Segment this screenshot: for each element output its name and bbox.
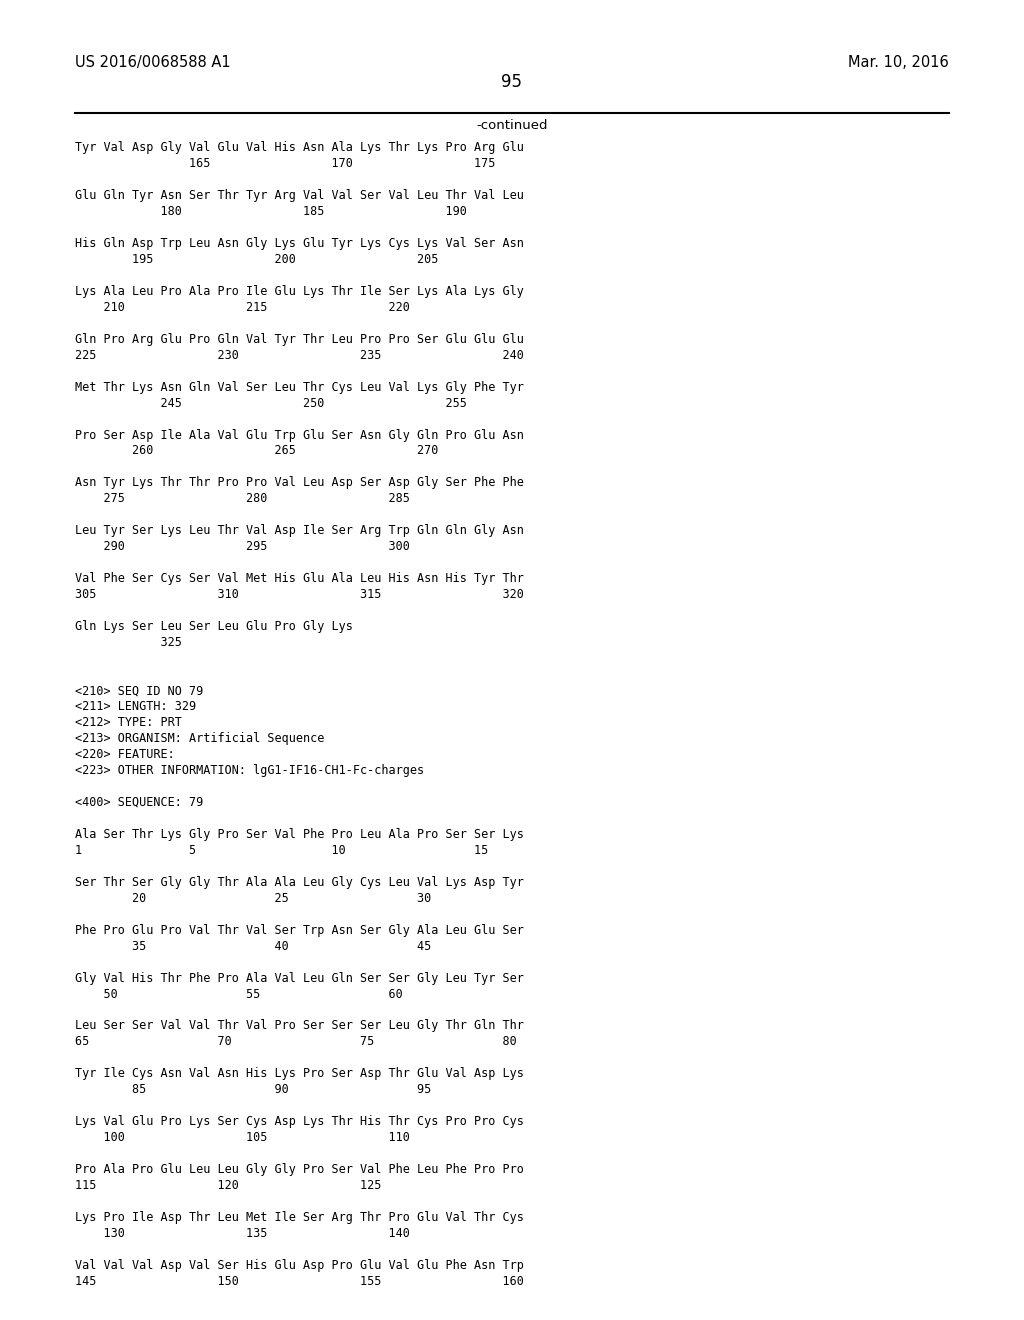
Text: Leu Tyr Ser Lys Leu Thr Val Asp Ile Ser Arg Trp Gln Gln Gly Asn: Leu Tyr Ser Lys Leu Thr Val Asp Ile Ser … xyxy=(75,524,524,537)
Text: <223> OTHER INFORMATION: lgG1-IF16-CH1-Fc-charges: <223> OTHER INFORMATION: lgG1-IF16-CH1-F… xyxy=(75,764,424,777)
Text: 130                 135                 140: 130 135 140 xyxy=(75,1228,410,1239)
Text: 195                 200                 205: 195 200 205 xyxy=(75,253,438,265)
Text: Gln Pro Arg Glu Pro Gln Val Tyr Thr Leu Pro Pro Ser Glu Glu Glu: Gln Pro Arg Glu Pro Gln Val Tyr Thr Leu … xyxy=(75,333,524,346)
Text: Pro Ser Asp Ile Ala Val Glu Trp Glu Ser Asn Gly Gln Pro Glu Asn: Pro Ser Asp Ile Ala Val Glu Trp Glu Ser … xyxy=(75,429,524,441)
Text: Gly Val His Thr Phe Pro Ala Val Leu Gln Ser Ser Gly Leu Tyr Ser: Gly Val His Thr Phe Pro Ala Val Leu Gln … xyxy=(75,972,524,985)
Text: 85                  90                  95: 85 90 95 xyxy=(75,1084,431,1097)
Text: -continued: -continued xyxy=(476,119,548,132)
Text: Tyr Val Asp Gly Val Glu Val His Asn Ala Lys Thr Lys Pro Arg Glu: Tyr Val Asp Gly Val Glu Val His Asn Ala … xyxy=(75,141,524,154)
Text: 95: 95 xyxy=(502,73,522,91)
Text: Val Val Val Asp Val Ser His Glu Asp Pro Glu Val Glu Phe Asn Trp: Val Val Val Asp Val Ser His Glu Asp Pro … xyxy=(75,1259,524,1272)
Text: 225                 230                 235                 240: 225 230 235 240 xyxy=(75,348,524,362)
Text: 145                 150                 155                 160: 145 150 155 160 xyxy=(75,1275,524,1288)
Text: <212> TYPE: PRT: <212> TYPE: PRT xyxy=(75,715,182,729)
Text: Ser Thr Ser Gly Gly Thr Ala Ala Leu Gly Cys Leu Val Lys Asp Tyr: Ser Thr Ser Gly Gly Thr Ala Ala Leu Gly … xyxy=(75,875,524,888)
Text: Pro Ala Pro Glu Leu Leu Gly Gly Pro Ser Val Phe Leu Phe Pro Pro: Pro Ala Pro Glu Leu Leu Gly Gly Pro Ser … xyxy=(75,1163,524,1176)
Text: Glu Gln Tyr Asn Ser Thr Tyr Arg Val Val Ser Val Leu Thr Val Leu: Glu Gln Tyr Asn Ser Thr Tyr Arg Val Val … xyxy=(75,189,524,202)
Text: <210> SEQ ID NO 79: <210> SEQ ID NO 79 xyxy=(75,684,203,697)
Text: 20                  25                  30: 20 25 30 xyxy=(75,892,431,904)
Text: US 2016/0068588 A1: US 2016/0068588 A1 xyxy=(75,55,230,70)
Text: 100                 105                 110: 100 105 110 xyxy=(75,1131,410,1144)
Text: Mar. 10, 2016: Mar. 10, 2016 xyxy=(848,55,949,70)
Text: 165                 170                 175: 165 170 175 xyxy=(75,157,496,170)
Text: 115                 120                 125: 115 120 125 xyxy=(75,1179,381,1192)
Text: Phe Pro Glu Pro Val Thr Val Ser Trp Asn Ser Gly Ala Leu Glu Ser: Phe Pro Glu Pro Val Thr Val Ser Trp Asn … xyxy=(75,924,524,937)
Text: 1               5                   10                  15: 1 5 10 15 xyxy=(75,843,488,857)
Text: <400> SEQUENCE: 79: <400> SEQUENCE: 79 xyxy=(75,796,203,809)
Text: 290                 295                 300: 290 295 300 xyxy=(75,540,410,553)
Text: Tyr Ile Cys Asn Val Asn His Lys Pro Ser Asp Thr Glu Val Asp Lys: Tyr Ile Cys Asn Val Asn His Lys Pro Ser … xyxy=(75,1068,524,1080)
Text: 50                  55                  60: 50 55 60 xyxy=(75,987,402,1001)
Text: Lys Ala Leu Pro Ala Pro Ile Glu Lys Thr Ile Ser Lys Ala Lys Gly: Lys Ala Leu Pro Ala Pro Ile Glu Lys Thr … xyxy=(75,285,524,298)
Text: 245                 250                 255: 245 250 255 xyxy=(75,396,467,409)
Text: <213> ORGANISM: Artificial Sequence: <213> ORGANISM: Artificial Sequence xyxy=(75,733,325,744)
Text: 180                 185                 190: 180 185 190 xyxy=(75,205,467,218)
Text: Asn Tyr Lys Thr Thr Pro Pro Val Leu Asp Ser Asp Gly Ser Phe Phe: Asn Tyr Lys Thr Thr Pro Pro Val Leu Asp … xyxy=(75,477,524,490)
Text: 65                  70                  75                  80: 65 70 75 80 xyxy=(75,1035,517,1048)
Text: Lys Pro Ile Asp Thr Leu Met Ile Ser Arg Thr Pro Glu Val Thr Cys: Lys Pro Ile Asp Thr Leu Met Ile Ser Arg … xyxy=(75,1212,524,1224)
Text: 35                  40                  45: 35 40 45 xyxy=(75,940,431,953)
Text: Ala Ser Thr Lys Gly Pro Ser Val Phe Pro Leu Ala Pro Ser Ser Lys: Ala Ser Thr Lys Gly Pro Ser Val Phe Pro … xyxy=(75,828,524,841)
Text: 260                 265                 270: 260 265 270 xyxy=(75,445,438,458)
Text: Lys Val Glu Pro Lys Ser Cys Asp Lys Thr His Thr Cys Pro Pro Cys: Lys Val Glu Pro Lys Ser Cys Asp Lys Thr … xyxy=(75,1115,524,1129)
Text: 210                 215                 220: 210 215 220 xyxy=(75,301,410,314)
Text: 325: 325 xyxy=(75,636,182,649)
Text: 305                 310                 315                 320: 305 310 315 320 xyxy=(75,589,524,601)
Text: Leu Ser Ser Val Val Thr Val Pro Ser Ser Ser Leu Gly Thr Gln Thr: Leu Ser Ser Val Val Thr Val Pro Ser Ser … xyxy=(75,1019,524,1032)
Text: 275                 280                 285: 275 280 285 xyxy=(75,492,410,506)
Text: Gln Lys Ser Leu Ser Leu Glu Pro Gly Lys: Gln Lys Ser Leu Ser Leu Glu Pro Gly Lys xyxy=(75,620,353,634)
Text: <220> FEATURE:: <220> FEATURE: xyxy=(75,748,175,760)
Text: Val Phe Ser Cys Ser Val Met His Glu Ala Leu His Asn His Tyr Thr: Val Phe Ser Cys Ser Val Met His Glu Ala … xyxy=(75,573,524,585)
Text: His Gln Asp Trp Leu Asn Gly Lys Glu Tyr Lys Cys Lys Val Ser Asn: His Gln Asp Trp Leu Asn Gly Lys Glu Tyr … xyxy=(75,236,524,249)
Text: Met Thr Lys Asn Gln Val Ser Leu Thr Cys Leu Val Lys Gly Phe Tyr: Met Thr Lys Asn Gln Val Ser Leu Thr Cys … xyxy=(75,380,524,393)
Text: <211> LENGTH: 329: <211> LENGTH: 329 xyxy=(75,700,197,713)
